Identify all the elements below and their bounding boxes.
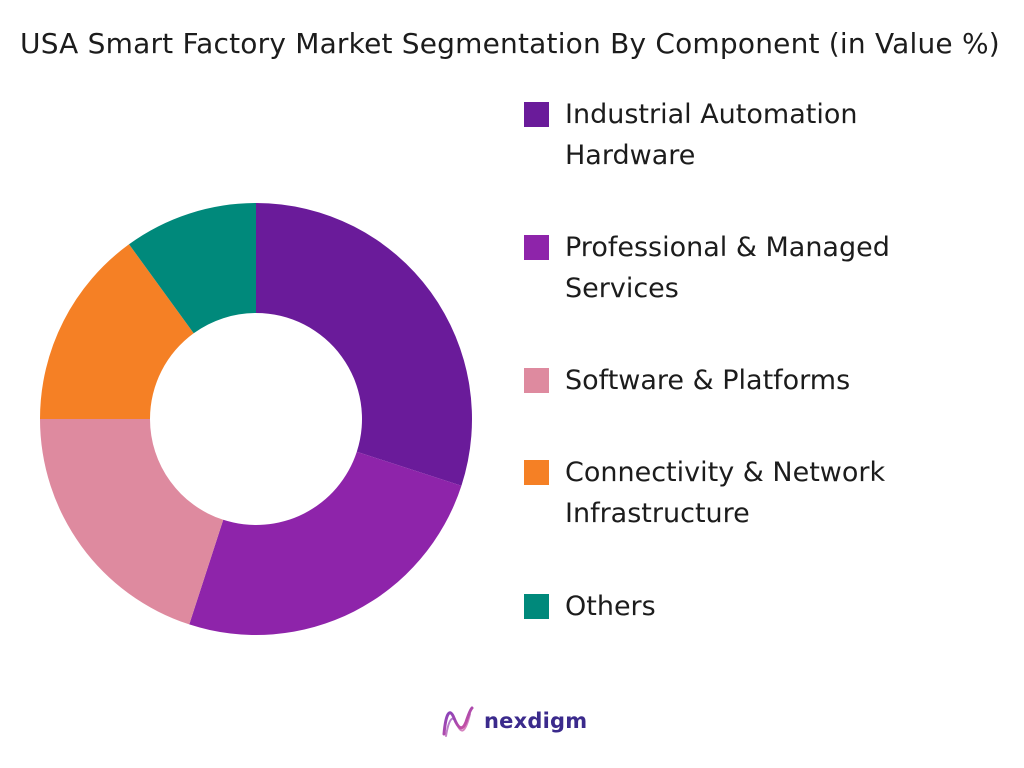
legend-swatch xyxy=(524,368,549,393)
donut-slice-connectivity-network-infrastructure xyxy=(40,244,194,419)
legend-item-others: Others xyxy=(524,586,945,627)
donut-slice-others xyxy=(129,203,256,334)
legend-item-connectivity-network-infrastructure: Connectivity & Network Infrastructure xyxy=(524,452,945,534)
legend-item-software-platforms: Software & Platforms xyxy=(524,360,945,401)
legend-swatch xyxy=(524,235,549,260)
legend-swatch xyxy=(524,102,549,127)
donut-slice-software-platforms xyxy=(40,419,224,625)
legend-label: Others xyxy=(565,591,656,622)
nexdigm-logo-icon xyxy=(442,706,474,737)
donut-chart xyxy=(40,203,473,636)
legend-label: Connectivity & Network Infrastructure xyxy=(565,457,886,529)
donut-slice-industrial-automation-hardware xyxy=(256,203,473,486)
chart-title: USA Smart Factory Market Segmentation By… xyxy=(20,27,1000,60)
donut-slices xyxy=(40,203,473,636)
legend-label: Professional & Managed Services xyxy=(565,232,890,304)
legend-label: Software & Platforms xyxy=(565,365,851,396)
brand-name: nexdigm xyxy=(484,709,588,733)
brand-logo: nexdigm xyxy=(440,704,587,738)
legend-swatch xyxy=(524,460,549,485)
legend-item-industrial-automation-hardware: Industrial Automation Hardware xyxy=(524,94,945,176)
legend-swatch xyxy=(524,594,549,619)
legend-label: Industrial Automation Hardware xyxy=(565,99,858,171)
legend-item-professional-managed-services: Professional & Managed Services xyxy=(524,227,945,309)
donut-slice-professional-managed-services xyxy=(189,451,462,636)
